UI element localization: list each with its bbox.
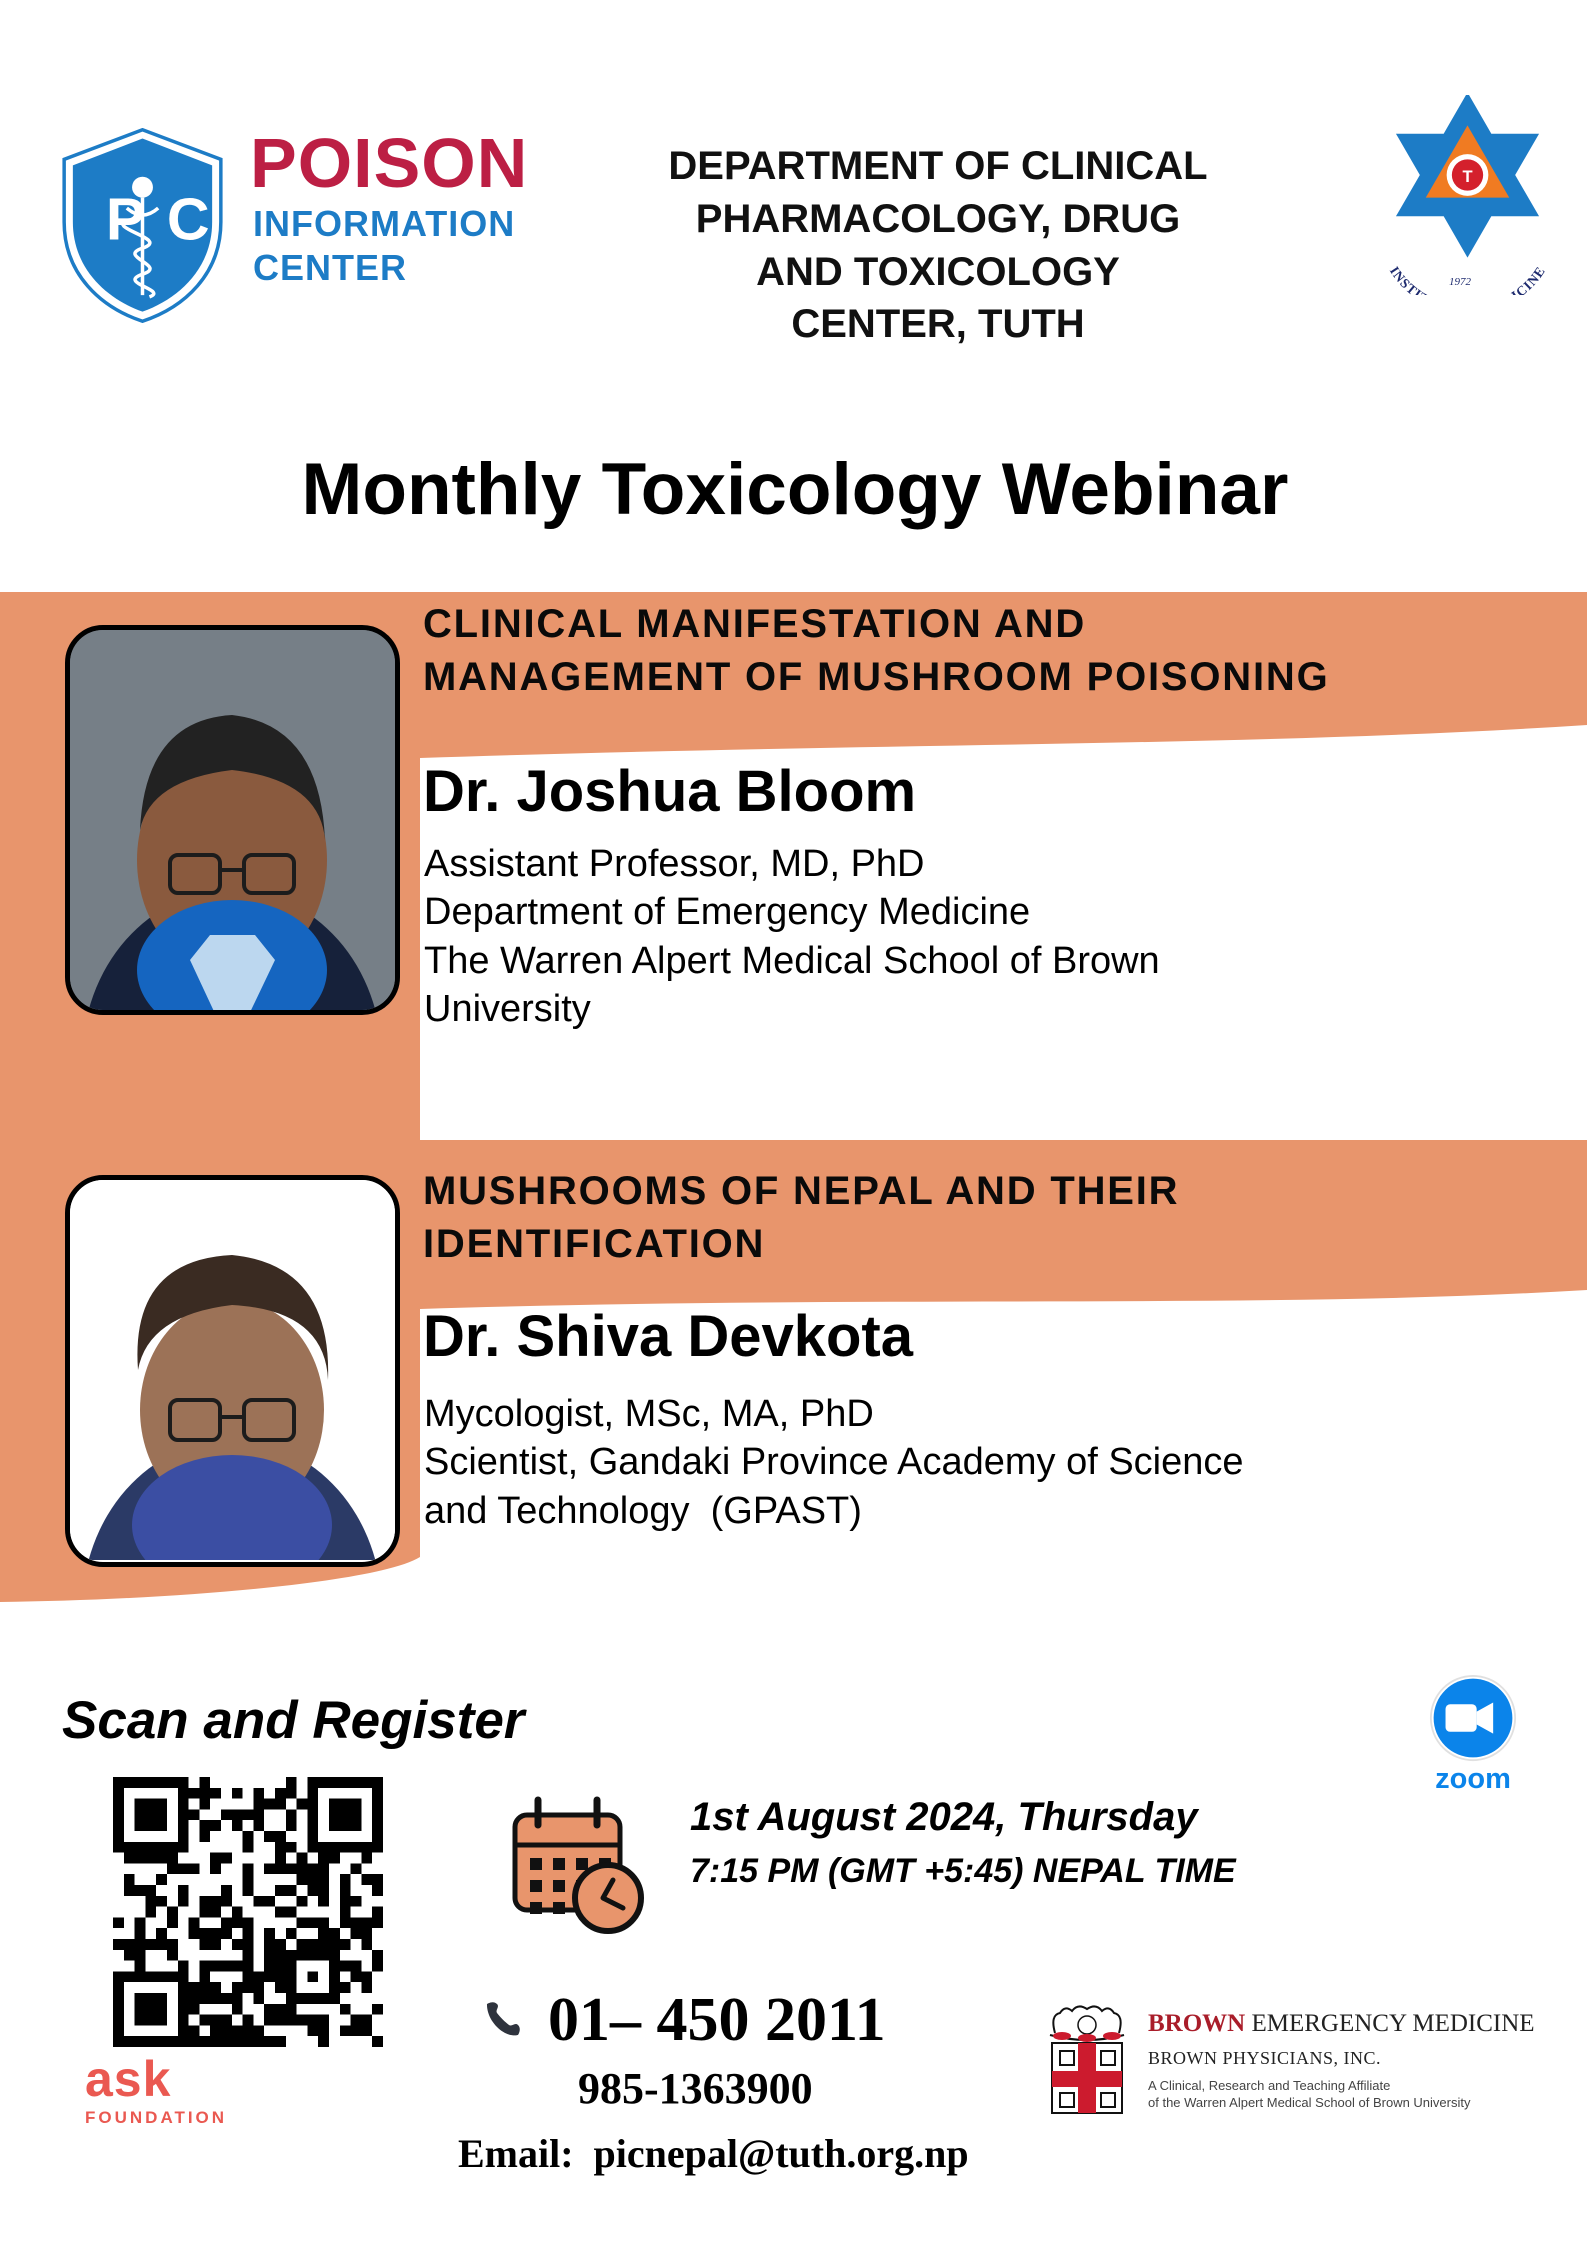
svg-text:T: T: [1462, 167, 1472, 186]
svg-text:C: C: [167, 185, 210, 252]
